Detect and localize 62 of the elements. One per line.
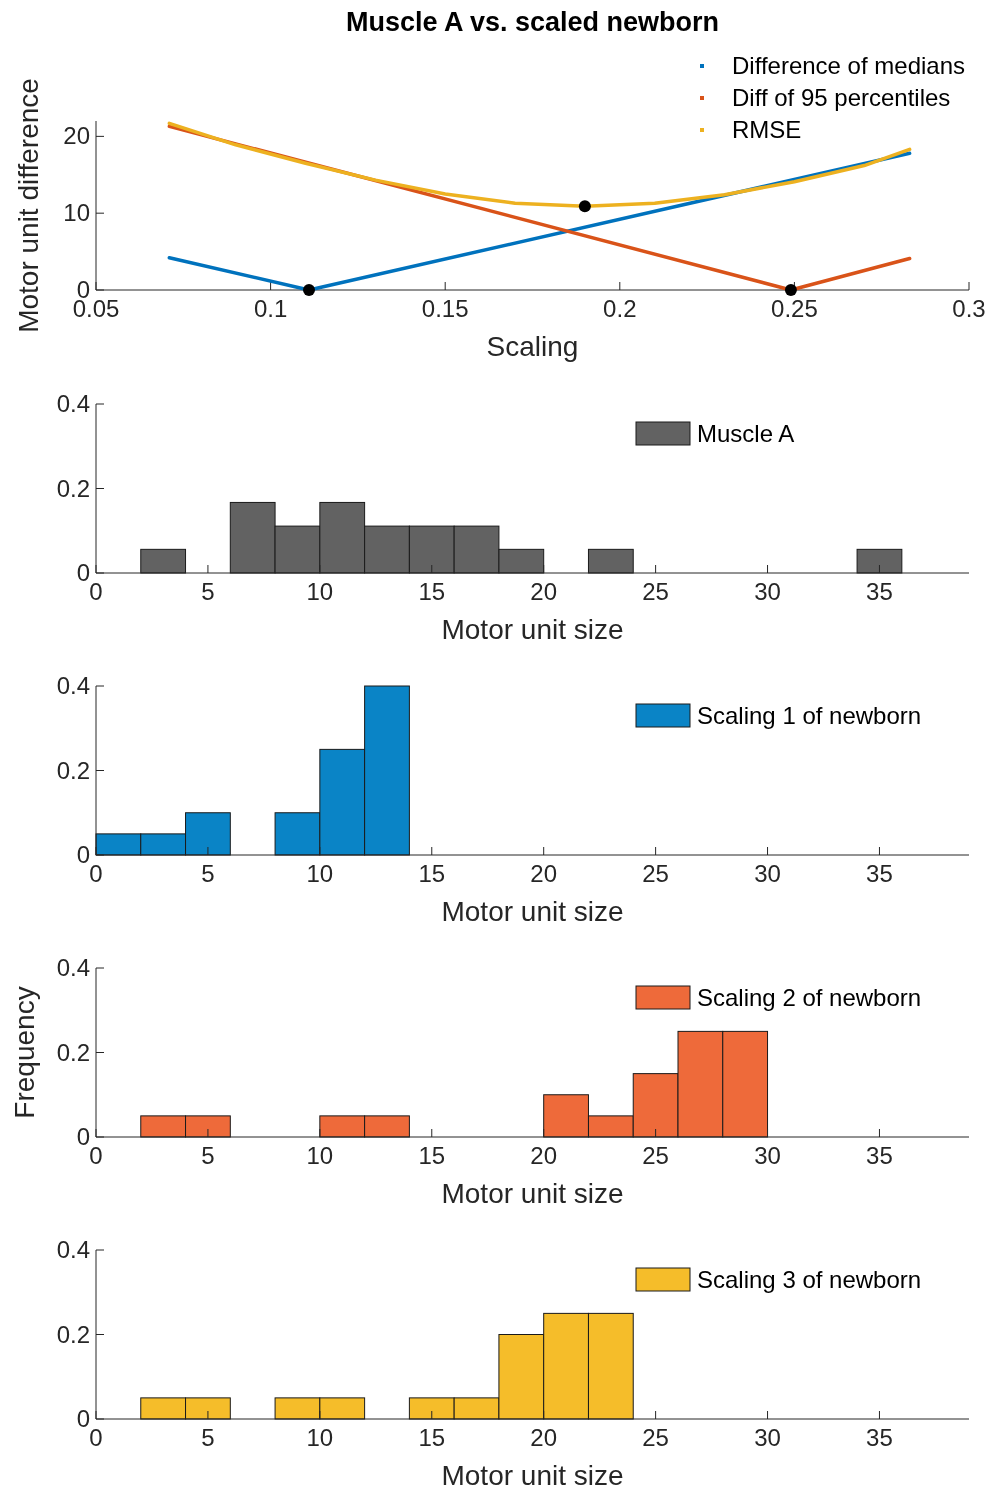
y-tick-label: 0.2 bbox=[56, 1320, 90, 1348]
x-tick-label: 10 bbox=[306, 578, 334, 605]
y-axis-title: Motor unit difference bbox=[13, 78, 44, 333]
x-tick-label: 20 bbox=[530, 1142, 558, 1169]
y-tick-label: 0.4 bbox=[56, 390, 90, 417]
x-tick-label: 35 bbox=[866, 1424, 893, 1451]
x-axis-title: Motor unit size bbox=[441, 1178, 624, 1209]
y-tick-label: 0 bbox=[76, 559, 90, 586]
y-tick-label: 10 bbox=[63, 199, 90, 227]
x-tick-label: 0.15 bbox=[421, 295, 469, 322]
x-tick-label: 35 bbox=[866, 578, 893, 605]
x-axis-title: Scaling bbox=[486, 331, 579, 362]
x-tick-label: 30 bbox=[754, 860, 781, 887]
x-axis-title: Motor unit size bbox=[441, 614, 624, 645]
x-tick-label: 35 bbox=[866, 860, 893, 887]
x-tick-label: 35 bbox=[866, 1142, 893, 1169]
legend-label: Muscle A bbox=[697, 420, 795, 447]
legend-label: Scaling 3 of newborn bbox=[697, 1266, 922, 1293]
x-tick-label: 20 bbox=[530, 578, 558, 605]
y-tick-label: 0 bbox=[76, 841, 90, 868]
y-tick-label: 0.2 bbox=[56, 756, 90, 784]
x-tick-label: 0.2 bbox=[603, 295, 637, 322]
x-tick-label: 15 bbox=[418, 1424, 446, 1451]
x-tick-label: 20 bbox=[530, 1424, 558, 1451]
x-axis-title: Motor unit size bbox=[441, 896, 624, 927]
x-tick-label: 20 bbox=[530, 860, 558, 887]
x-tick-label: 25 bbox=[642, 1424, 669, 1451]
x-tick-label: 5 bbox=[201, 578, 215, 605]
x-tick-label: 0.3 bbox=[952, 295, 986, 322]
x-tick-label: 25 bbox=[642, 578, 669, 605]
x-axis-title: Motor unit size bbox=[441, 1460, 624, 1491]
x-tick-label: 5 bbox=[201, 860, 215, 887]
legend-label: Scaling 2 of newborn bbox=[697, 984, 922, 1011]
y-tick-label: 0.2 bbox=[56, 1038, 90, 1066]
x-tick-label: 30 bbox=[754, 578, 781, 605]
y-tick-label: 20 bbox=[63, 122, 90, 150]
x-tick-label: 15 bbox=[418, 578, 446, 605]
x-tick-label: 5 bbox=[201, 1142, 215, 1169]
legend-label: Scaling 1 of newborn bbox=[697, 702, 922, 729]
legend-label: Diff of 95 percentiles bbox=[732, 84, 951, 111]
x-tick-label: 10 bbox=[306, 1424, 334, 1451]
x-tick-label: 10 bbox=[306, 1142, 334, 1169]
x-tick-label: 5 bbox=[201, 1424, 215, 1451]
x-tick-label: 25 bbox=[642, 1142, 669, 1169]
x-tick-label: 0.1 bbox=[253, 295, 288, 322]
x-tick-label: 0.25 bbox=[771, 295, 818, 322]
y-tick-label: 0 bbox=[76, 1405, 90, 1432]
y-axis-title: Frequency bbox=[9, 986, 40, 1119]
x-tick-label: 30 bbox=[754, 1142, 781, 1169]
y-tick-label: 0.2 bbox=[56, 474, 90, 502]
legend-label: Difference of medians bbox=[732, 52, 966, 79]
x-tick-label: 30 bbox=[754, 1424, 781, 1451]
x-tick-label: 25 bbox=[642, 860, 669, 887]
y-tick-label: 0 bbox=[76, 1123, 90, 1150]
x-tick-label: 15 bbox=[418, 860, 446, 887]
chart-title: Muscle A vs. scaled newborn bbox=[345, 7, 720, 37]
y-tick-label: 0.4 bbox=[56, 954, 90, 981]
y-tick-label: 0.4 bbox=[56, 672, 90, 699]
y-tick-label: 0.4 bbox=[56, 1236, 90, 1263]
legend-label: RMSE bbox=[732, 116, 802, 143]
x-tick-label: 15 bbox=[418, 1142, 446, 1169]
x-tick-label: 10 bbox=[306, 860, 334, 887]
